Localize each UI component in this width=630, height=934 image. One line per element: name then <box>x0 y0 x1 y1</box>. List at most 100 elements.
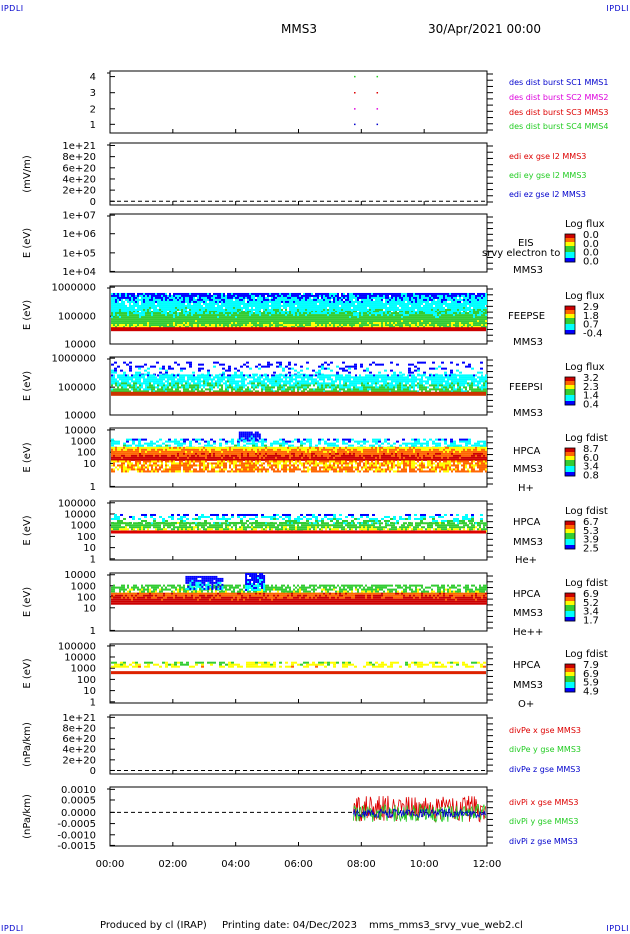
spectrogram-cell <box>147 322 149 325</box>
spectrogram-cell <box>371 304 373 307</box>
spectrogram-cell <box>213 294 215 297</box>
spectrogram-cell <box>319 324 321 327</box>
spectrogram-cell <box>287 302 289 305</box>
spectrogram-cell <box>445 318 447 321</box>
y-axis-label: (nPa/km) <box>22 794 33 839</box>
spectrogram-cell <box>271 298 273 301</box>
spectrogram-cell <box>437 308 439 311</box>
spectrogram-cell <box>161 292 163 295</box>
spectrogram-cell <box>363 316 365 319</box>
spectrogram-cell <box>365 312 367 315</box>
spectrogram-cell <box>355 376 357 379</box>
spectrogram-cell <box>343 308 345 311</box>
spectrogram-cell <box>371 388 373 391</box>
spectrogram-cell <box>355 320 357 323</box>
spectrogram-cell <box>313 298 315 301</box>
spectrogram-cell <box>329 294 331 297</box>
spectrogram-cell <box>223 296 225 299</box>
spectrogram-cell <box>117 312 119 315</box>
spectrogram-cell <box>175 380 177 383</box>
spectrogram-cell <box>183 296 185 299</box>
spectrogram-cell <box>117 374 119 377</box>
spectrogram-cell <box>369 386 371 389</box>
spectrogram-cell <box>261 326 263 329</box>
spectrogram-cell <box>329 378 331 381</box>
spectrogram-cell <box>203 314 205 317</box>
spectrogram-cell <box>115 384 117 387</box>
spectrogram-cell <box>141 324 143 327</box>
spectrogram-cell <box>121 298 123 301</box>
spectrogram-cell <box>269 324 271 327</box>
spectrogram-cell <box>277 376 279 379</box>
spectrogram-cell <box>381 292 383 295</box>
spectrogram-cell <box>377 374 379 377</box>
spectrogram-cell <box>375 322 377 325</box>
spectrogram-cell <box>157 310 159 313</box>
spectrogram-cell <box>427 314 429 317</box>
spectrogram-cell <box>261 386 263 389</box>
spectrogram-cell <box>159 296 161 299</box>
spectrogram-cell <box>207 302 209 305</box>
spectrogram-cell <box>245 292 247 295</box>
spectrogram-cell <box>171 382 173 385</box>
spectrogram-cell <box>117 308 119 311</box>
spectrogram-cell <box>369 384 371 387</box>
spectrogram-cell <box>201 298 203 301</box>
spectrogram-cell <box>348 371 351 374</box>
spectrogram-cell <box>471 324 473 327</box>
spectrogram-cell <box>125 298 127 301</box>
spectrogram-cell <box>301 386 303 389</box>
spectrogram-cell <box>335 314 337 317</box>
spectrogram-cell <box>465 326 467 329</box>
spectrogram-cell <box>125 376 127 379</box>
spectrogram-cell <box>319 310 321 313</box>
spectrogram-cell <box>485 294 487 297</box>
spectrogram-cell <box>165 374 167 377</box>
spectrogram-cell <box>479 310 481 313</box>
spectrogram-cell <box>255 292 257 295</box>
spectrogram-cell <box>133 300 135 303</box>
spectrogram-cell <box>347 384 349 387</box>
spectrogram-cell <box>255 390 257 393</box>
spectrogram-cell <box>355 386 357 389</box>
spectrogram-cell <box>114 371 117 374</box>
spectrogram-cell <box>341 294 343 297</box>
spectrogram-cell <box>325 314 327 317</box>
spectrogram-cell <box>151 318 153 321</box>
spectrogram-cell <box>191 388 193 391</box>
y-tick-label: 10 <box>83 603 96 614</box>
spectrogram-cell <box>275 314 277 317</box>
spectrogram-cell <box>385 304 387 307</box>
spectrogram-cell <box>343 302 345 305</box>
spectrogram-cell <box>443 298 445 301</box>
spectrogram-cell <box>221 378 223 381</box>
spectrogram-cell <box>391 314 393 317</box>
spectrogram-cell <box>423 320 425 323</box>
spectrogram-cell <box>359 318 361 321</box>
spectrogram-cell <box>133 316 135 319</box>
spectrogram-cell <box>377 324 379 327</box>
spectrogram-cell <box>413 296 415 299</box>
spectrogram-cell <box>419 326 421 329</box>
spectrogram-cell <box>277 388 279 391</box>
spectrogram-cell <box>205 300 207 303</box>
spectrogram-cell <box>161 300 163 303</box>
spectrogram-cell <box>279 376 281 379</box>
spectrogram-cell <box>276 361 279 364</box>
spectrogram-cell <box>207 382 209 385</box>
spectrogram-cell <box>361 292 363 295</box>
spectrogram-cell <box>151 312 153 315</box>
spectrogram-cell <box>273 386 275 389</box>
spectrogram-cell <box>179 292 181 295</box>
spectrogram-cell <box>181 306 183 309</box>
spectrogram-cell <box>305 322 307 325</box>
spectrogram-cell <box>225 312 227 315</box>
spectrogram-cell <box>333 326 335 329</box>
spectrogram-cell <box>231 382 233 385</box>
spectrogram-cell <box>301 326 303 329</box>
spectrogram-cell <box>187 374 189 377</box>
spectrogram-cell <box>353 380 355 383</box>
spectrogram-cell <box>337 304 339 307</box>
spectrogram-cell <box>335 378 337 381</box>
spectrogram-cell <box>143 306 145 309</box>
